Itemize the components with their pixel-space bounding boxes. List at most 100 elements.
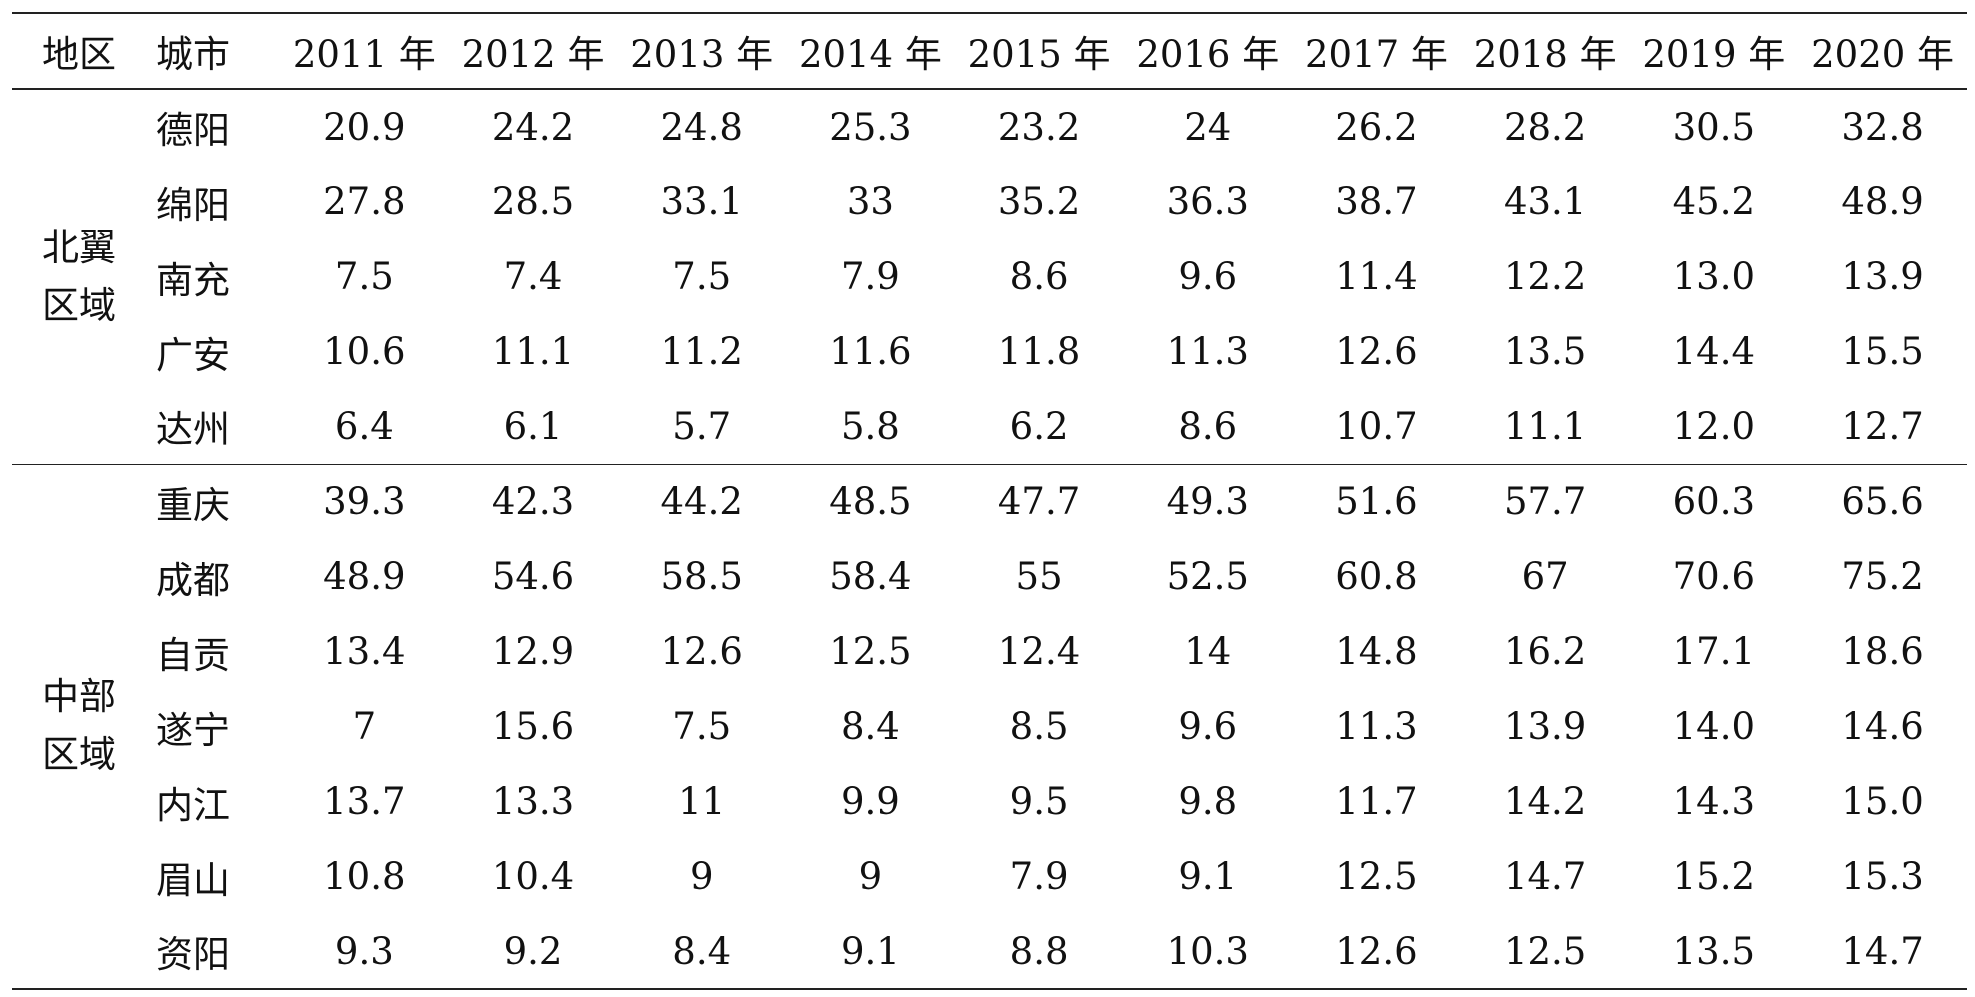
value-cell: 12.0 — [1672, 404, 1756, 448]
value-cell: 14.7 — [1503, 855, 1587, 898]
header-year: 2017 年 — [1305, 33, 1448, 76]
value-cell: 9.9 — [840, 780, 900, 823]
value-cell: 12.6 — [1335, 929, 1418, 973]
value-cell: 9.1 — [1178, 855, 1238, 898]
value-cell: 12.4 — [997, 630, 1081, 673]
value-cell: 35.2 — [997, 180, 1081, 223]
value-cell: 51.6 — [1335, 480, 1418, 524]
value-cell: 47.7 — [997, 480, 1081, 524]
value-cell: 45.2 — [1672, 180, 1756, 223]
value-cell: 13.9 — [1841, 255, 1924, 298]
value-cell: 20.9 — [323, 105, 406, 149]
value-cell: 7.4 — [503, 255, 563, 298]
value-cell: 9.6 — [1178, 255, 1238, 298]
value-cell: 42.3 — [491, 480, 575, 524]
value-cell: 32.8 — [1841, 105, 1924, 149]
value-cell: 14.3 — [1672, 780, 1756, 823]
value-cell: 13.4 — [323, 630, 406, 673]
header-year: 2016 年 — [1136, 33, 1280, 76]
header-year: 2014 年 — [798, 33, 942, 76]
value-cell: 11.2 — [660, 330, 743, 373]
value-cell: 12.5 — [1335, 855, 1418, 898]
region-group-central: 中部 区域 重庆 39.3 42.3 44.2 48.5 47.7 49.3 51.6 57.7 60… — [12, 464, 1967, 989]
table-row: 眉山 10.8 10.4 9 9 7.9 9.1 12.5 14.7 15.2 15.3 — [12, 839, 1967, 914]
value-cell: 60.3 — [1672, 480, 1756, 524]
value-cell: 10.7 — [1335, 404, 1418, 448]
value-cell: 44.2 — [660, 480, 743, 524]
value-cell: 33.1 — [660, 180, 743, 223]
value-cell: 5.7 — [672, 404, 732, 448]
value-cell: 14 — [1184, 630, 1232, 673]
table-row: 北翼 区域 德阳 20.9 24.2 24.8 25.3 23.2 24 26.2 28.2 30.5… — [12, 89, 1967, 327]
region-cell: 中部 区域 — [12, 464, 140, 989]
value-cell: 7.5 — [334, 255, 394, 298]
header-year: 2018 年 — [1473, 33, 1617, 76]
value-cell: 10.4 — [491, 855, 575, 898]
table-row: 成都 48.9 54.6 58.5 58.4 55 52.5 60.8 67 70.6 75.2 — [12, 539, 1967, 614]
city-cell: 达州 — [156, 408, 230, 452]
value-cell: 48.5 — [829, 480, 912, 524]
city-cell: 自贡 — [156, 633, 230, 677]
value-cell: 15.0 — [1841, 780, 1924, 823]
value-cell: 8.6 — [1178, 404, 1238, 448]
value-cell: 24.8 — [660, 105, 743, 149]
data-table-container: 地区 城市 2011 年 2012 年 2013 年 2014 年 2015 年… — [12, 12, 1967, 990]
city-cell: 资阳 — [156, 933, 230, 976]
value-cell: 6.1 — [503, 404, 563, 448]
value-cell: 24 — [1184, 105, 1232, 149]
region-label-line1: 中部 — [42, 675, 116, 719]
header-year: 2011 年 — [292, 33, 436, 76]
value-cell: 28.2 — [1503, 105, 1587, 149]
value-cell: 49.3 — [1166, 480, 1249, 524]
value-cell: 52.5 — [1166, 555, 1249, 598]
table-row: 内江 13.7 13.3 11 9.9 9.5 9.8 11.7 14.2 14.3 15.0 — [12, 764, 1967, 839]
value-cell: 55 — [1015, 555, 1063, 598]
value-cell: 27.8 — [323, 180, 406, 223]
table-row: 自贡 13.4 12.9 12.6 12.5 12.4 14 14.8 16.2 17.1 18.6 — [12, 614, 1967, 689]
value-cell: 54.6 — [491, 555, 575, 598]
value-cell: 11.7 — [1335, 780, 1418, 823]
city-cell: 成都 — [156, 558, 230, 602]
value-cell: 7.9 — [1009, 855, 1069, 898]
city-cell: 南充 — [156, 258, 230, 302]
value-cell: 12.7 — [1841, 404, 1924, 448]
value-cell: 14.4 — [1672, 330, 1756, 373]
value-cell: 12.9 — [491, 630, 575, 673]
header-year: 2019 年 — [1642, 33, 1786, 76]
value-cell: 58.5 — [660, 555, 743, 598]
value-cell: 6.2 — [1009, 404, 1069, 448]
value-cell: 9.6 — [1178, 705, 1238, 748]
value-cell: 10.6 — [323, 330, 406, 373]
value-cell: 12.6 — [660, 630, 743, 673]
value-cell: 13.9 — [1503, 705, 1587, 748]
value-cell: 13.5 — [1503, 330, 1587, 373]
table-row: 南充 7.5 7.4 7.5 7.9 8.6 9.6 11.4 12.2 13.0 13.9 — [12, 239, 1967, 314]
value-cell: 7.5 — [672, 255, 732, 298]
value-cell: 12.2 — [1503, 255, 1587, 298]
value-cell: 36.3 — [1166, 180, 1249, 223]
value-cell: 9.2 — [503, 929, 563, 973]
header-year: 2015 年 — [967, 33, 1111, 76]
value-cell: 9.3 — [334, 929, 394, 973]
header-year: 2020 年 — [1811, 33, 1955, 76]
region-group-north-wing: 北翼 区域 德阳 20.9 24.2 24.8 25.3 23.2 24 26.2 28.2 30.5… — [12, 89, 1967, 464]
value-cell: 8.4 — [672, 929, 732, 973]
table-row: 绵阳 27.8 28.5 33.1 33 35.2 36.3 38.7 43.1 45.2 48.9 — [12, 164, 1967, 239]
header-city: 城市 — [156, 33, 230, 76]
value-cell: 15.5 — [1841, 330, 1924, 373]
value-cell: 26.2 — [1335, 105, 1418, 149]
value-cell: 13.3 — [491, 780, 575, 823]
value-cell: 12.5 — [829, 630, 912, 673]
table-row: 达州 6.4 6.1 5.7 5.8 6.2 8.6 10.7 11.1 12.0 12.7 — [12, 389, 1967, 464]
value-cell: 9 — [689, 855, 714, 898]
value-cell: 14.0 — [1672, 705, 1756, 748]
table-row: 资阳 9.3 9.2 8.4 9.1 8.8 10.3 12.6 12.5 13.5 14.7 — [12, 914, 1967, 989]
value-cell: 15.6 — [491, 705, 575, 748]
table-row: 遂宁 7 15.6 7.5 8.4 8.5 9.6 11.3 13.9 14.0 14.6 — [12, 689, 1967, 764]
value-cell: 48.9 — [1841, 180, 1924, 223]
value-cell: 10.8 — [323, 855, 406, 898]
table-row: 广安 10.6 11.1 11.2 11.6 11.8 11.3 12.6 13.5 14.4 15… — [12, 314, 1967, 389]
table-header: 地区 城市 2011 年 2012 年 2013 年 2014 年 2015 年… — [12, 13, 1967, 89]
value-cell: 15.3 — [1841, 855, 1924, 898]
value-cell: 11.3 — [1335, 705, 1418, 748]
